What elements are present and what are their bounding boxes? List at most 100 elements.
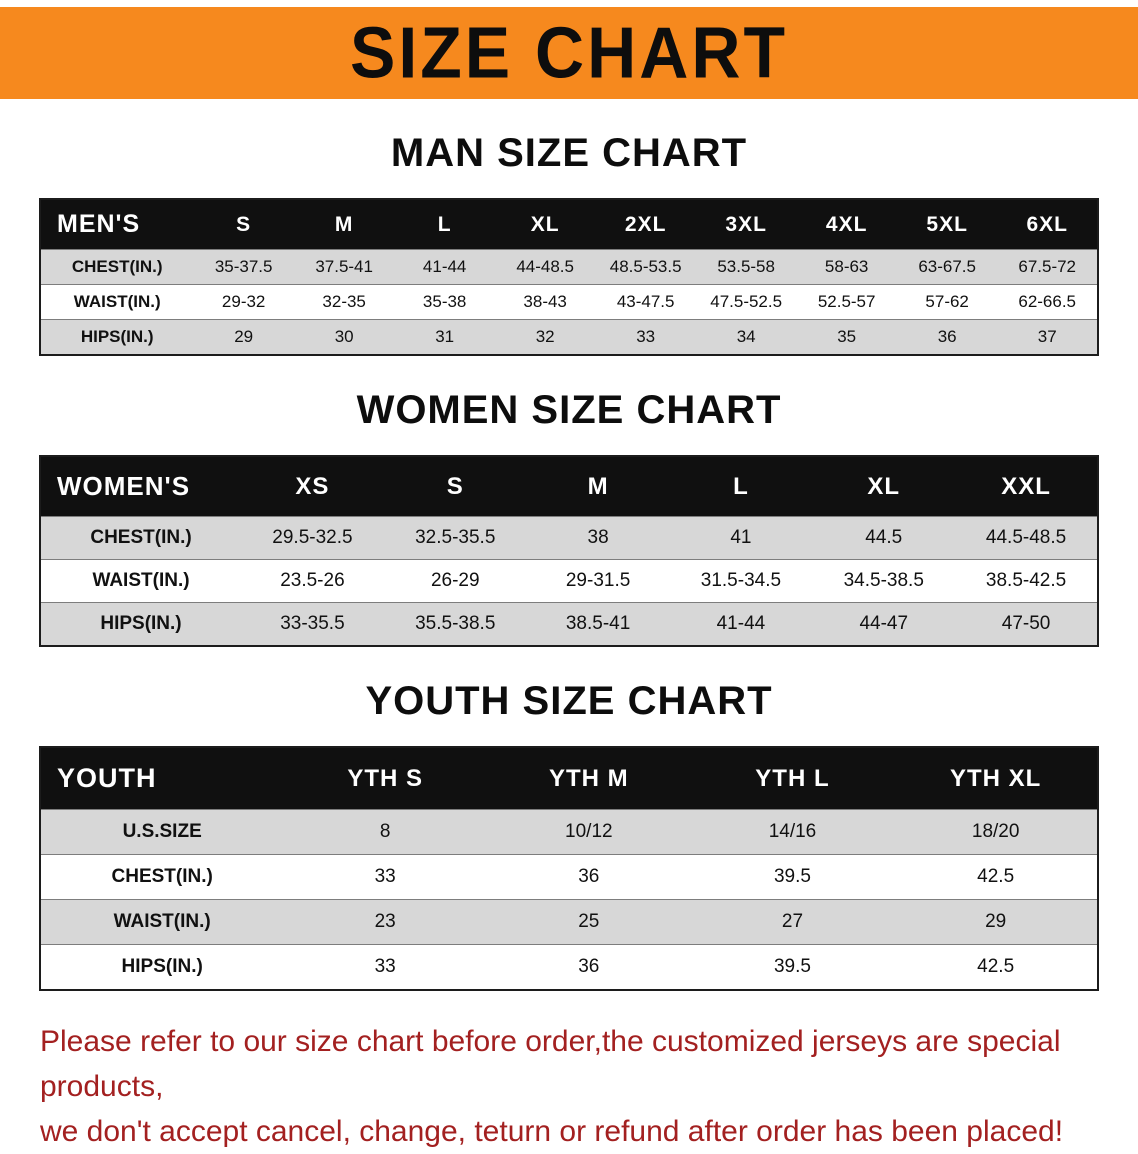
size-chart-banner: SIZE CHART bbox=[0, 7, 1138, 99]
women-size-col-header: XL bbox=[812, 456, 956, 517]
measure-value: 36 bbox=[486, 944, 691, 990]
measure-value: 37.5-41 bbox=[293, 249, 395, 285]
measure-value: 26-29 bbox=[383, 559, 527, 603]
women-table: WOMEN'S XS S M L XL XXL CHEST(IN.) 29.5-32.5 32.5… bbox=[39, 455, 1099, 647]
women-size-col-header: L bbox=[669, 456, 813, 517]
men-size-col-header: 6XL bbox=[997, 199, 1098, 250]
measure-value: 25 bbox=[486, 899, 691, 945]
measure-value: 29-31.5 bbox=[526, 559, 670, 603]
measure-value: 67.5-72 bbox=[997, 249, 1098, 285]
men-heading: MAN SIZE CHART bbox=[390, 131, 748, 175]
measure-value: 35-37.5 bbox=[193, 249, 294, 285]
women-size-col-header: XXL bbox=[955, 456, 1098, 517]
women-measure-row: HIPS(IN.) 33-35.5 35.5-38.5 38.5-41 41-44 44-… bbox=[40, 602, 1098, 646]
women-size-col-header: S bbox=[383, 456, 527, 517]
measure-value: 32-35 bbox=[293, 284, 395, 320]
measure-value: 36 bbox=[486, 854, 691, 900]
women-size-col-header: XS bbox=[241, 456, 384, 517]
men-table: MEN'S S M L XL 2XL 3XL 4XL 5XL 6XL CHEST(IN.) 35-37… bbox=[39, 198, 1099, 356]
disclaimer: Please refer to our size chart before or… bbox=[40, 1019, 1118, 1154]
measure-value: 10/12 bbox=[486, 809, 691, 855]
youth-size-col-header: YTH XL bbox=[894, 747, 1098, 810]
women-size-col-header: M bbox=[526, 456, 670, 517]
men-size-col-header: 4XL bbox=[796, 199, 897, 250]
measure-value: 34.5-38.5 bbox=[812, 559, 956, 603]
measure-label: WAIST(IN.) bbox=[40, 899, 284, 945]
youth-measure-row: U.S.SIZE 8 10/12 14/16 18/20 bbox=[40, 809, 1098, 855]
measure-value: 34 bbox=[695, 319, 797, 355]
measure-value: 37 bbox=[997, 319, 1098, 355]
measure-value: 32 bbox=[494, 319, 596, 355]
measure-label: HIPS(IN.) bbox=[40, 944, 284, 990]
measure-value: 42.5 bbox=[894, 854, 1098, 900]
measure-value: 38-43 bbox=[494, 284, 596, 320]
measure-value: 35-38 bbox=[394, 284, 495, 320]
men-size-col-header: M bbox=[293, 199, 395, 250]
measure-label: HIPS(IN.) bbox=[40, 602, 242, 646]
measure-value: 57-62 bbox=[896, 284, 998, 320]
measure-label: WAIST(IN.) bbox=[40, 559, 242, 603]
measure-value: 8 bbox=[283, 809, 487, 855]
disclaimer-line-1: Please refer to our size chart before or… bbox=[40, 1025, 1061, 1103]
men-measure-row: HIPS(IN.) 29 30 31 32 33 34 35 36 37 bbox=[40, 319, 1098, 355]
measure-value: 14/16 bbox=[690, 809, 895, 855]
measure-value: 33 bbox=[595, 319, 696, 355]
men-size-col-header: L bbox=[394, 199, 495, 250]
measure-value: 31 bbox=[394, 319, 495, 355]
measure-value: 31.5-34.5 bbox=[669, 559, 813, 603]
youth-measure-row: CHEST(IN.) 33 36 39.5 42.5 bbox=[40, 854, 1098, 900]
men-measure-row: CHEST(IN.) 35-37.5 37.5-41 41-44 44-48.5 48.5… bbox=[40, 249, 1098, 285]
women-measure-row: WAIST(IN.) 23.5-26 26-29 29-31.5 31.5-34.5 34… bbox=[40, 559, 1098, 603]
measure-value: 44-47 bbox=[812, 602, 956, 646]
men-measure-row: WAIST(IN.) 29-32 32-35 35-38 38-43 43-47.5 47.… bbox=[40, 284, 1098, 320]
measure-value: 35 bbox=[796, 319, 897, 355]
youth-size-col-header: YTH S bbox=[283, 747, 487, 810]
measure-value: 47-50 bbox=[955, 602, 1098, 646]
youth-table: YOUTH YTH S YTH M YTH L YTH XL U.S.SIZE 8 10/12… bbox=[39, 746, 1099, 991]
youth-size-col-header: YTH L bbox=[690, 747, 895, 810]
measure-value: 36 bbox=[896, 319, 998, 355]
measure-label: HIPS(IN.) bbox=[40, 319, 194, 355]
measure-value: 35.5-38.5 bbox=[383, 602, 527, 646]
measure-value: 52.5-57 bbox=[796, 284, 897, 320]
women-size-section: WOMEN SIZE CHART WOMEN'S XS S M L XL XXL CHEST(I… bbox=[0, 388, 1138, 647]
men-table-title: MEN'S bbox=[40, 199, 194, 250]
men-size-col-header: 3XL bbox=[695, 199, 797, 250]
measure-value: 33 bbox=[283, 854, 487, 900]
men-size-col-header: 5XL bbox=[896, 199, 998, 250]
women-table-title: WOMEN'S bbox=[40, 456, 242, 517]
measure-value: 32.5-35.5 bbox=[383, 516, 527, 560]
measure-value: 62-66.5 bbox=[997, 284, 1098, 320]
measure-value: 39.5 bbox=[690, 854, 895, 900]
women-measure-row: CHEST(IN.) 29.5-32.5 32.5-35.5 38 41 44.5 44.5… bbox=[40, 516, 1098, 560]
measure-value: 29 bbox=[193, 319, 294, 355]
measure-value: 38.5-41 bbox=[526, 602, 670, 646]
measure-value: 27 bbox=[690, 899, 895, 945]
measure-value: 47.5-52.5 bbox=[695, 284, 797, 320]
measure-value: 23.5-26 bbox=[241, 559, 384, 603]
measure-value: 38.5-42.5 bbox=[955, 559, 1098, 603]
measure-value: 42.5 bbox=[894, 944, 1098, 990]
banner-title: SIZE CHART bbox=[350, 12, 788, 94]
measure-value: 29 bbox=[894, 899, 1098, 945]
measure-value: 33 bbox=[283, 944, 487, 990]
measure-label: WAIST(IN.) bbox=[40, 284, 194, 320]
measure-value: 29.5-32.5 bbox=[241, 516, 384, 560]
measure-value: 41-44 bbox=[669, 602, 813, 646]
men-header-row: MEN'S S M L XL 2XL 3XL 4XL 5XL 6XL bbox=[40, 199, 1098, 250]
measure-value: 38 bbox=[526, 516, 670, 560]
measure-value: 29-32 bbox=[193, 284, 294, 320]
measure-value: 63-67.5 bbox=[896, 249, 998, 285]
men-size-section: MAN SIZE CHART MEN'S S M L XL 2XL 3XL 4XL 5XL 6XL C… bbox=[0, 131, 1138, 356]
measure-value: 18/20 bbox=[894, 809, 1098, 855]
youth-table-title: YOUTH bbox=[40, 747, 284, 810]
measure-label: CHEST(IN.) bbox=[40, 249, 194, 285]
measure-value: 44-48.5 bbox=[494, 249, 596, 285]
men-size-col-header: S bbox=[193, 199, 294, 250]
measure-value: 41 bbox=[669, 516, 813, 560]
measure-value: 39.5 bbox=[690, 944, 895, 990]
measure-value: 30 bbox=[293, 319, 395, 355]
measure-value: 33-35.5 bbox=[241, 602, 384, 646]
measure-label: U.S.SIZE bbox=[40, 809, 284, 855]
men-size-col-header: XL bbox=[494, 199, 596, 250]
